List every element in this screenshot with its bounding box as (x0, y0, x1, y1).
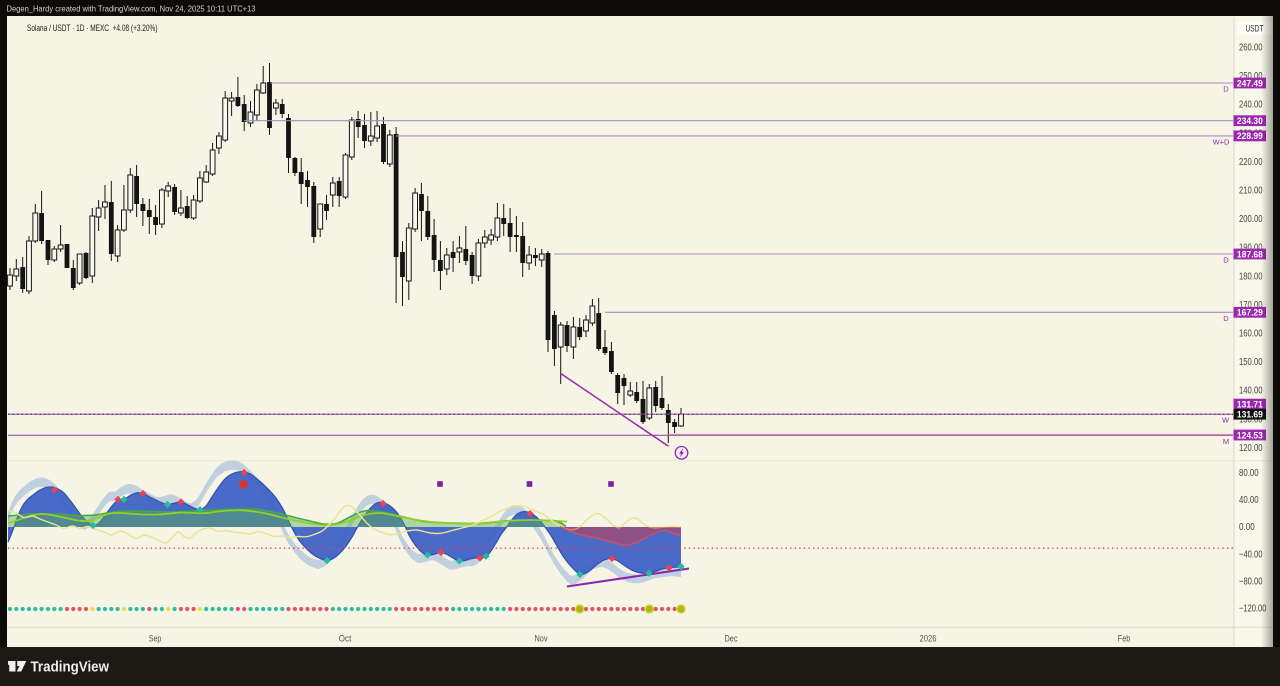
svg-text:160.00: 160.00 (1239, 329, 1263, 340)
svg-text:190.00: 190.00 (1239, 243, 1263, 254)
svg-text:228.99: 228.99 (1237, 131, 1263, 142)
svg-text:131.71: 131.71 (1237, 399, 1264, 410)
svg-text:Sep: Sep (149, 633, 162, 644)
svg-text:0.00: 0.00 (1239, 522, 1255, 533)
svg-text:220.00: 220.00 (1239, 157, 1263, 168)
svg-text:Dec: Dec (725, 633, 738, 644)
svg-text:TradingView: TradingView (31, 660, 110, 676)
svg-text:200.00: 200.00 (1239, 214, 1263, 225)
svg-text:Solana / USDT · 1D · MEXC +4.: Solana / USDT · 1D · MEXC +4.08 (+3.20%) (27, 23, 158, 34)
svg-text:150.00: 150.00 (1239, 357, 1263, 368)
svg-text:−40.00: −40.00 (1239, 549, 1263, 560)
svg-text:D: D (1223, 314, 1229, 323)
svg-text:M: M (1223, 437, 1229, 446)
svg-text:D: D (1223, 256, 1229, 265)
svg-text:247.49: 247.49 (1237, 78, 1263, 89)
svg-text:2026: 2026 (920, 633, 937, 644)
svg-text:170.00: 170.00 (1239, 300, 1263, 311)
svg-text:250.00: 250.00 (1239, 71, 1263, 82)
svg-text:260.00: 260.00 (1239, 42, 1263, 53)
svg-text:120.00: 120.00 (1239, 443, 1263, 454)
svg-text:D: D (1223, 84, 1229, 93)
svg-text:Nov: Nov (535, 633, 548, 644)
svg-text:Feb: Feb (1118, 633, 1131, 644)
svg-text:130.00: 130.00 (1239, 414, 1263, 425)
svg-text:167.29: 167.29 (1237, 308, 1263, 319)
svg-text:−120.00: −120.00 (1239, 604, 1267, 615)
svg-text:Oct: Oct (339, 633, 352, 644)
svg-text:140.00: 140.00 (1239, 386, 1263, 397)
svg-text:131.69: 131.69 (1237, 410, 1263, 421)
svg-text:180.00: 180.00 (1239, 271, 1263, 282)
svg-text:40.00: 40.00 (1239, 495, 1259, 506)
svg-text:240.00: 240.00 (1239, 100, 1263, 111)
svg-text:80.00: 80.00 (1239, 468, 1259, 479)
svg-text:W+D: W+D (1213, 137, 1230, 146)
svg-text:Degen_Hardy created with Tradi: Degen_Hardy created with TradingView.com… (7, 3, 256, 13)
svg-text:USDT: USDT (1246, 24, 1264, 35)
svg-text:−80.00: −80.00 (1239, 576, 1263, 587)
svg-text:210.00: 210.00 (1239, 186, 1263, 197)
svg-text:234.30: 234.30 (1237, 116, 1263, 127)
svg-text:187.68: 187.68 (1237, 249, 1263, 260)
svg-text:124.53: 124.53 (1237, 430, 1263, 441)
svg-text:W: W (1222, 416, 1230, 425)
